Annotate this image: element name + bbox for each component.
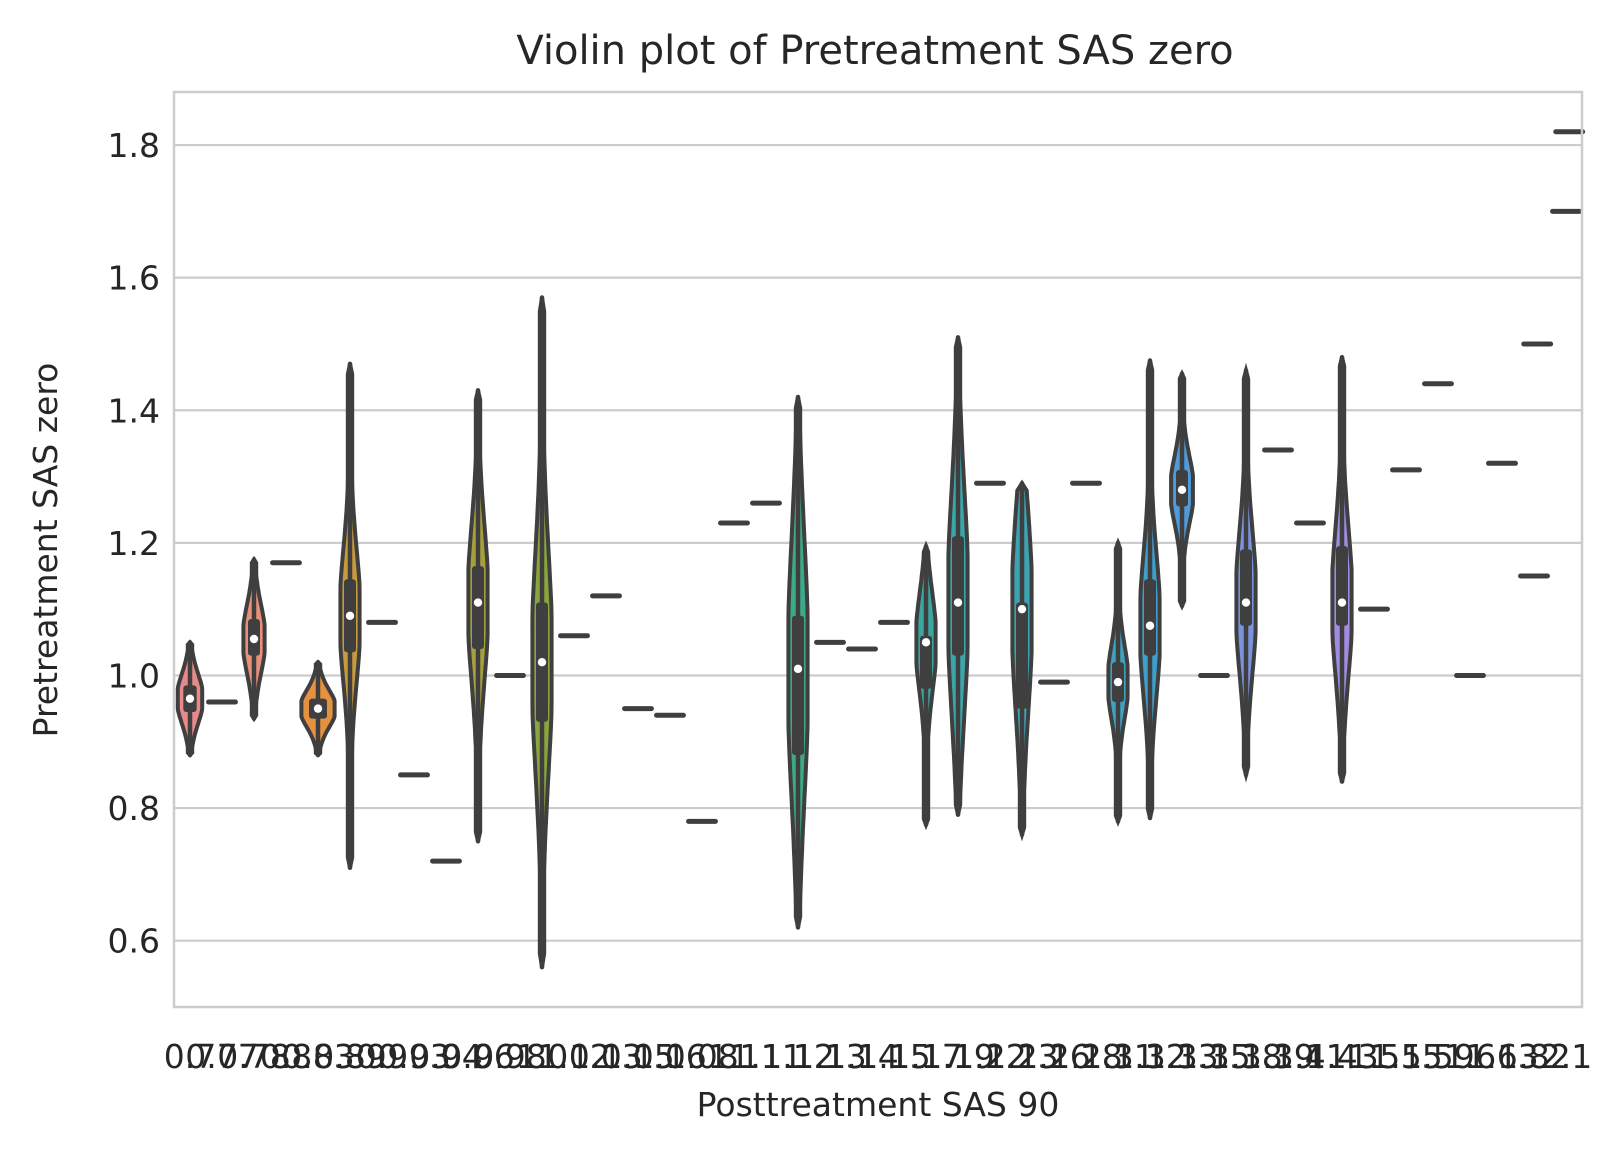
violin-median-dot [1337,598,1347,607]
x-tick-label: 0.96 [441,1037,514,1076]
x-tick-labels: 0.70.770.780.80.830.890.90.930.940.960.9… [164,1037,1592,1076]
violin-median-dot [473,598,483,607]
violin-median-dot [1145,621,1155,630]
x-tick-label: 1.35 [1177,1037,1250,1076]
violin-iqr-box [920,635,932,689]
x-tick-label: 1.06 [633,1037,706,1076]
y-tick-label: 0.8 [108,789,160,828]
x-tick-label: 1.22 [953,1037,1026,1076]
x-tick-label: 1.11 [729,1037,802,1076]
x-tick-label: 1.17 [889,1037,962,1076]
y-tick-label: 1.8 [108,126,160,165]
x-tick-label: 0.93 [377,1037,450,1076]
plot-frame [172,90,1584,1009]
x-tick-label: 1.26 [1017,1037,1090,1076]
violin-median-dot [793,664,803,674]
x-tick-label: 1.82 [1497,1037,1570,1076]
x-tick-label: 1.39 [1241,1037,1314,1076]
y-tick-label: 1.0 [108,656,160,695]
violin-median-dot [953,598,963,607]
x-tick-label: 1.32 [1113,1037,1186,1076]
x-tick-label: 1.14 [825,1037,898,1076]
x-tick-label: 0.83 [281,1037,354,1076]
x-tick-label: 1.28 [1049,1037,1122,1076]
x-tick-label: 0.98 [473,1037,546,1076]
x-tick-label: 1.19 [921,1037,994,1076]
x-tick-label: 1.02 [537,1037,610,1076]
x-tick-label: 0.94 [409,1037,482,1076]
x-tick-label: 1.31 [1081,1037,1154,1076]
x-tick-label: 2.1 [1540,1037,1592,1076]
x-tick-label: 1.08 [665,1037,738,1076]
x-tick-label: 1.38 [1209,1037,1282,1076]
chart-title: Violin plot of Pretreatment SAS zero [516,28,1233,74]
violin-iqr-box [792,615,804,756]
x-tick-label: 1.5 [1348,1037,1400,1076]
x-axis-label: Posttreatment SAS 90 [697,1085,1060,1124]
grid-lines [174,143,1582,942]
violin-median-dot [537,658,547,667]
y-axis-label: Pretreatment SAS zero [26,363,65,738]
violin-median-dot [249,634,259,644]
y-tick-label: 0.6 [108,922,160,961]
violins [175,129,1586,970]
violin-iqr-box [472,566,484,649]
x-tick-label: 1.41 [1273,1037,1346,1076]
x-tick-label: 1.6 [1444,1037,1496,1076]
violin-median-dot [313,704,323,713]
x-tick-label: 1.05 [601,1037,674,1076]
y-tick-labels: 0.6 0.8 1.0 1.2 1.4 1.6 1.8 [108,126,160,961]
x-tick-label: 1.12 [761,1037,834,1076]
x-tick-label: 1.43 [1305,1037,1378,1076]
y-tick-label: 1.6 [108,259,160,298]
x-tick-label: 1.03 [569,1037,642,1076]
violin-median-dot [345,611,355,621]
y-tick-label: 1.4 [108,391,160,430]
y-tick-label: 1.2 [108,524,160,563]
x-tick-label: 0.9 [356,1037,408,1076]
x-tick-label: 1.13 [793,1037,866,1076]
violin-iqr-box [1016,602,1028,709]
violin-median-dot [1017,604,1027,614]
x-tick-label: 1.15 [857,1037,930,1076]
x-tick-label: 1.0 [516,1037,568,1076]
x-tick-label: 1.63 [1465,1037,1538,1076]
violin-iqr-box [952,536,964,656]
x-tick-label: 1.33 [1145,1037,1218,1076]
violin-median-dot [1177,485,1187,495]
x-tick-label: 0.77 [185,1037,258,1076]
x-tick-label: 1.55 [1369,1037,1442,1076]
x-tick-label: 0.7 [164,1037,216,1076]
x-tick-label: 1.59 [1401,1037,1474,1076]
x-tick-label: 1.1 [708,1037,760,1076]
violin-median-dot [1113,677,1123,687]
violin-median-dot [185,694,195,703]
violin-iqr-box [1144,579,1156,656]
violin-median-dot [921,638,931,647]
x-tick-label: 0.89 [313,1037,386,1076]
violin-median-dot [1241,598,1251,607]
x-tick-label: 0.78 [217,1037,290,1076]
violin-iqr-box [1336,546,1348,626]
violin-iqr-box [1240,549,1252,626]
x-tick-label: 1.23 [985,1037,1058,1076]
x-tick-label: 0.8 [260,1037,312,1076]
